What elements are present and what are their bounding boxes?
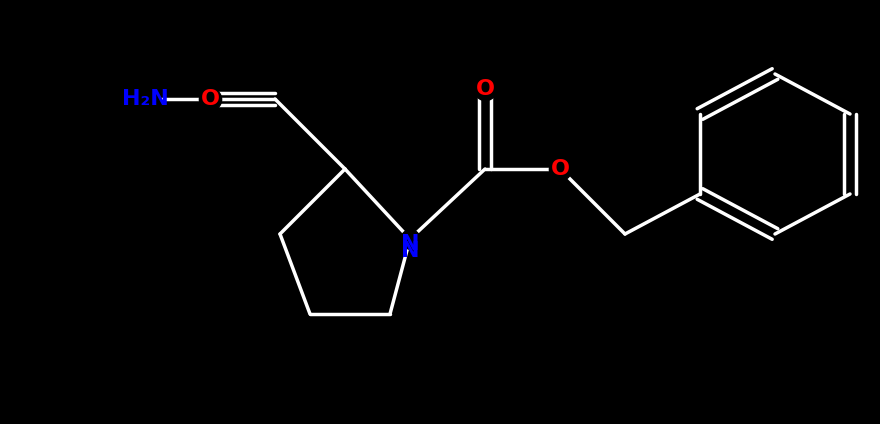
Text: N: N <box>400 241 419 261</box>
Text: N: N <box>400 234 419 254</box>
Text: O: O <box>475 79 495 99</box>
Text: O: O <box>201 89 219 109</box>
Text: O: O <box>551 159 569 179</box>
Text: H₂N: H₂N <box>121 89 168 109</box>
